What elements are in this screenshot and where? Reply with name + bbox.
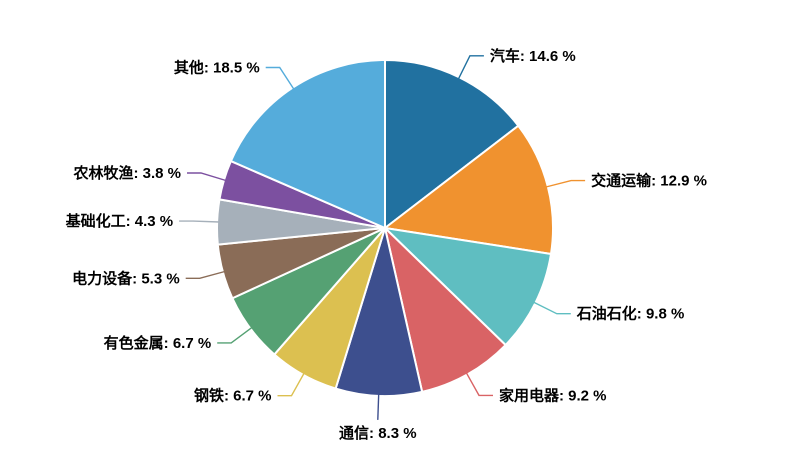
leader-line-9 [187, 172, 227, 182]
leader-line-10 [265, 66, 295, 90]
slice-label-7: 电力设备: 5.3 % [72, 269, 180, 287]
leader-line-0 [457, 55, 484, 80]
leader-line-3 [465, 372, 493, 397]
slice-label-1: 交通运输: 12.9 % [591, 172, 707, 190]
leader-line-2 [533, 301, 571, 315]
leader-line-7 [185, 270, 225, 279]
slice-label-5: 钢铁: 6.7 % [194, 387, 272, 405]
leader-line-8 [179, 220, 220, 223]
slice-label-2: 石油石化: 9.8 % [576, 305, 685, 323]
pie-slices-group [216, 59, 554, 397]
slice-labels-group: 汽车: 14.6 % 交通运输: 12.9 % 石油石化: 9.8 % 家用电器: 9… [65, 47, 707, 442]
leader-line-6 [217, 326, 253, 344]
slice-label-8: 基础化工: 4.3 % [65, 212, 174, 230]
slice-label-4: 通信: 8.3 % [339, 424, 417, 442]
leader-line-4 [377, 393, 380, 420]
leader-lines-group [179, 55, 586, 420]
slice-label-6: 有色金属: 6.7 % [104, 334, 212, 352]
leader-line-5 [277, 372, 305, 397]
leader-line-1 [545, 179, 586, 188]
slice-label-9: 农林牧渔: 3.8 % [72, 164, 181, 182]
slice-label-3: 家用电器: 9.2 % [499, 386, 607, 404]
slice-label-10: 其他: 18.5 % [174, 59, 260, 77]
slice-label-0: 汽车: 14.6 % [490, 47, 576, 65]
